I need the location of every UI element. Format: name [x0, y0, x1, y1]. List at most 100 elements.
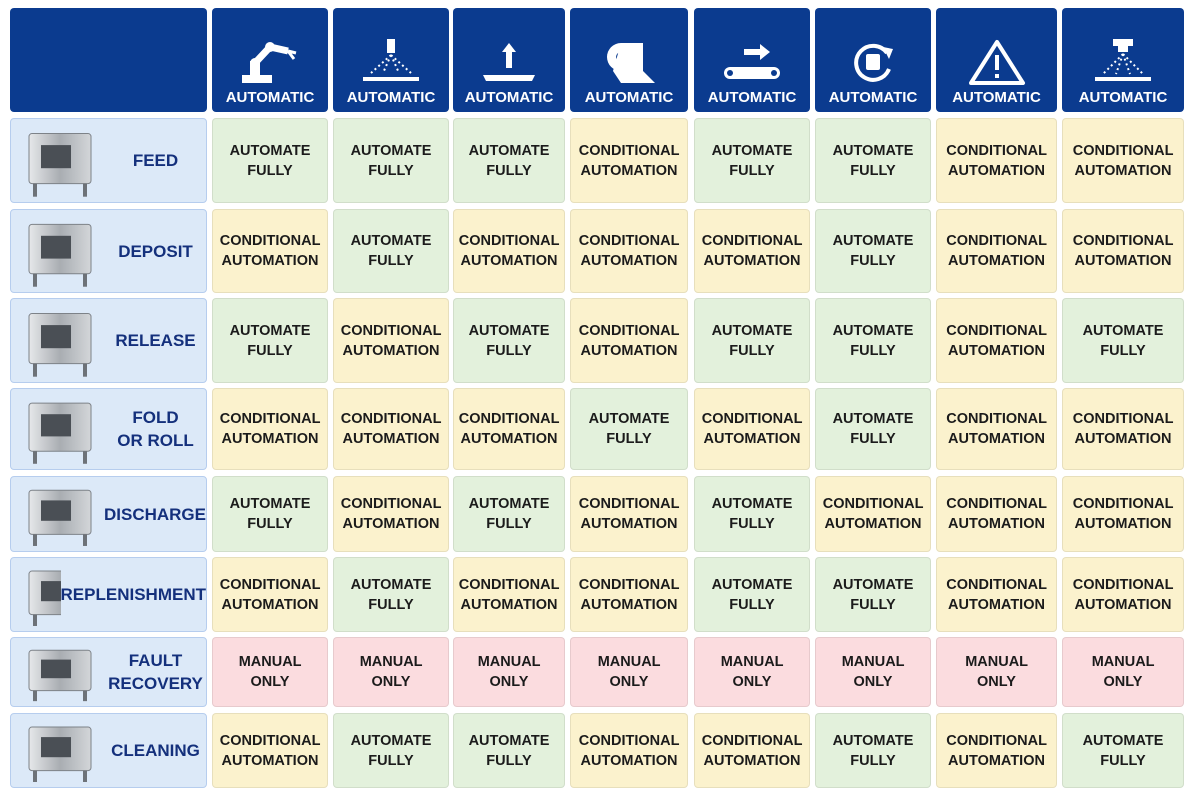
row-header: CLEANING	[10, 713, 207, 788]
status-text: MANUAL ONLY	[965, 654, 1029, 690]
status-text: CONDITIONAL AUTOMATION	[578, 233, 680, 269]
status-text: CONDITIONAL AUTOMATION	[1072, 142, 1174, 179]
column-icon	[724, 44, 780, 79]
status-text: CONDITIONAL AUTOMATION	[219, 233, 321, 269]
status-cell: AUTOMATE FULLY	[453, 298, 565, 383]
status-cell: AUTOMATE FULLY	[333, 713, 449, 788]
status-cell: CONDITIONAL AUTOMATION	[936, 713, 1057, 788]
status-cell: CONDITIONAL AUTOMATION	[1062, 557, 1184, 632]
status-text: CONDITIONAL AUTOMATION	[701, 411, 803, 447]
status-text: CONDITIONAL AUTOMATION	[578, 142, 680, 179]
row-label: FAULT RECOVERY	[105, 649, 206, 695]
status-text: MANUAL ONLY	[841, 654, 905, 690]
status-text: MANUAL ONLY	[359, 654, 423, 690]
status-text: AUTOMATE FULLY	[350, 576, 432, 613]
status-text: MANUAL ONLY	[1091, 654, 1155, 690]
status-text: CONDITIONAL AUTOMATION	[340, 322, 442, 359]
status-text: CONDITIONAL AUTOMATION	[946, 411, 1047, 447]
status-cell: AUTOMATE FULLY	[212, 298, 328, 383]
status-text: AUTOMATE FULLY	[468, 322, 550, 359]
row-label-line: OR ROLL	[117, 431, 194, 450]
status-text: AUTOMATE FULLY	[711, 496, 793, 532]
row-label-line: DEPOSIT	[118, 241, 193, 261]
status-cell: AUTOMATE FULLY	[815, 118, 931, 203]
status-cell: CONDITIONAL AUTOMATION	[570, 713, 688, 788]
status-cell: CONDITIONAL AUTOMATION	[570, 476, 688, 552]
column-label: AUTOMATIC	[707, 89, 797, 106]
status-text: CONDITIONAL AUTOMATION	[578, 732, 680, 769]
column-header: AUTOMATIC	[694, 8, 810, 112]
status-text: CONDITIONAL AUTOMATION	[822, 496, 924, 532]
status-cell: MANUAL ONLY	[570, 637, 688, 707]
row-label: FEED	[105, 149, 206, 172]
status-text: CONDITIONAL AUTOMATION	[458, 411, 560, 447]
row-label-line: RELEASE	[115, 331, 196, 350]
machine-image	[28, 726, 92, 782]
row-label: FOLD OR ROLL	[105, 406, 206, 452]
status-text: AUTOMATE FULLY	[1082, 732, 1164, 769]
status-text: AUTOMATE FULLY	[468, 732, 550, 769]
column-label: AUTOMATIC	[584, 89, 674, 106]
status-cell: AUTOMATE FULLY	[815, 388, 931, 470]
status-text: CONDITIONAL AUTOMATION	[946, 732, 1047, 769]
status-text: AUTOMATE FULLY	[711, 142, 793, 179]
column-icon	[363, 39, 419, 81]
status-text: AUTOMATE FULLY	[350, 732, 432, 769]
status-cell: CONDITIONAL AUTOMATION	[212, 557, 328, 632]
status-text: AUTOMATE FULLY	[468, 496, 550, 532]
machine-image	[28, 649, 92, 702]
column-header: AUTOMATIC	[1062, 8, 1184, 112]
status-cell: MANUAL ONLY	[212, 637, 328, 707]
status-cell: MANUAL ONLY	[453, 637, 565, 707]
status-cell: CONDITIONAL AUTOMATION	[815, 476, 931, 552]
status-text: CONDITIONAL AUTOMATION	[458, 233, 560, 269]
status-text: AUTOMATE FULLY	[832, 322, 914, 359]
status-text: AUTOMATE FULLY	[832, 576, 914, 613]
status-cell: AUTOMATE FULLY	[694, 476, 810, 552]
machine-image	[28, 223, 92, 287]
row-label: DISCHARGE	[104, 503, 206, 526]
status-cell: AUTOMATE FULLY	[453, 118, 565, 203]
status-cell: AUTOMATE FULLY	[333, 209, 449, 293]
status-text: CONDITIONAL AUTOMATION	[219, 411, 321, 447]
status-text: CONDITIONAL AUTOMATION	[701, 233, 803, 269]
status-text: CONDITIONAL AUTOMATION	[946, 496, 1047, 532]
status-text: CONDITIONAL AUTOMATION	[578, 576, 680, 613]
row-header: DISCHARGE	[10, 476, 207, 552]
column-label: AUTOMATIC	[952, 89, 1041, 106]
machine-image	[28, 313, 92, 377]
status-cell: AUTOMATE FULLY	[1062, 298, 1184, 383]
status-cell: AUTOMATE FULLY	[453, 713, 565, 788]
status-cell: CONDITIONAL AUTOMATION	[333, 476, 449, 552]
column-label: AUTOMATIC	[828, 89, 918, 106]
status-cell: AUTOMATE FULLY	[694, 118, 810, 203]
status-cell: CONDITIONAL AUTOMATION	[212, 713, 328, 788]
column-label: AUTOMATIC	[346, 89, 436, 106]
status-text: AUTOMATE FULLY	[832, 142, 914, 179]
status-cell: CONDITIONAL AUTOMATION	[570, 209, 688, 293]
column-label: AUTOMATIC	[1078, 89, 1168, 106]
status-cell: CONDITIONAL AUTOMATION	[694, 388, 810, 470]
machine-image	[28, 402, 92, 464]
status-cell: CONDITIONAL AUTOMATION	[453, 209, 565, 293]
status-cell: CONDITIONAL AUTOMATION	[1062, 118, 1184, 203]
status-text: AUTOMATE FULLY	[468, 142, 550, 179]
status-text: AUTOMATE FULLY	[711, 576, 793, 613]
row-label-line: FOLD	[132, 408, 179, 427]
status-cell: AUTOMATE FULLY	[333, 557, 449, 632]
status-text: AUTOMATE FULLY	[832, 233, 914, 269]
row-label-line: FAULT	[128, 651, 183, 670]
status-text: CONDITIONAL AUTOMATION	[340, 496, 442, 532]
status-text: MANUAL ONLY	[477, 654, 541, 690]
status-text: CONDITIONAL AUTOMATION	[578, 496, 680, 532]
column-header: AUTOMATIC	[453, 8, 565, 112]
status-cell: CONDITIONAL AUTOMATION	[936, 118, 1057, 203]
status-cell: CONDITIONAL AUTOMATION	[570, 298, 688, 383]
status-text: CONDITIONAL AUTOMATION	[1072, 233, 1174, 269]
column-icon	[968, 40, 1025, 85]
status-cell: CONDITIONAL AUTOMATION	[936, 388, 1057, 470]
status-text: AUTOMATE FULLY	[229, 322, 311, 359]
row-header: DEPOSIT	[10, 209, 207, 293]
status-cell: CONDITIONAL AUTOMATION	[1062, 476, 1184, 552]
